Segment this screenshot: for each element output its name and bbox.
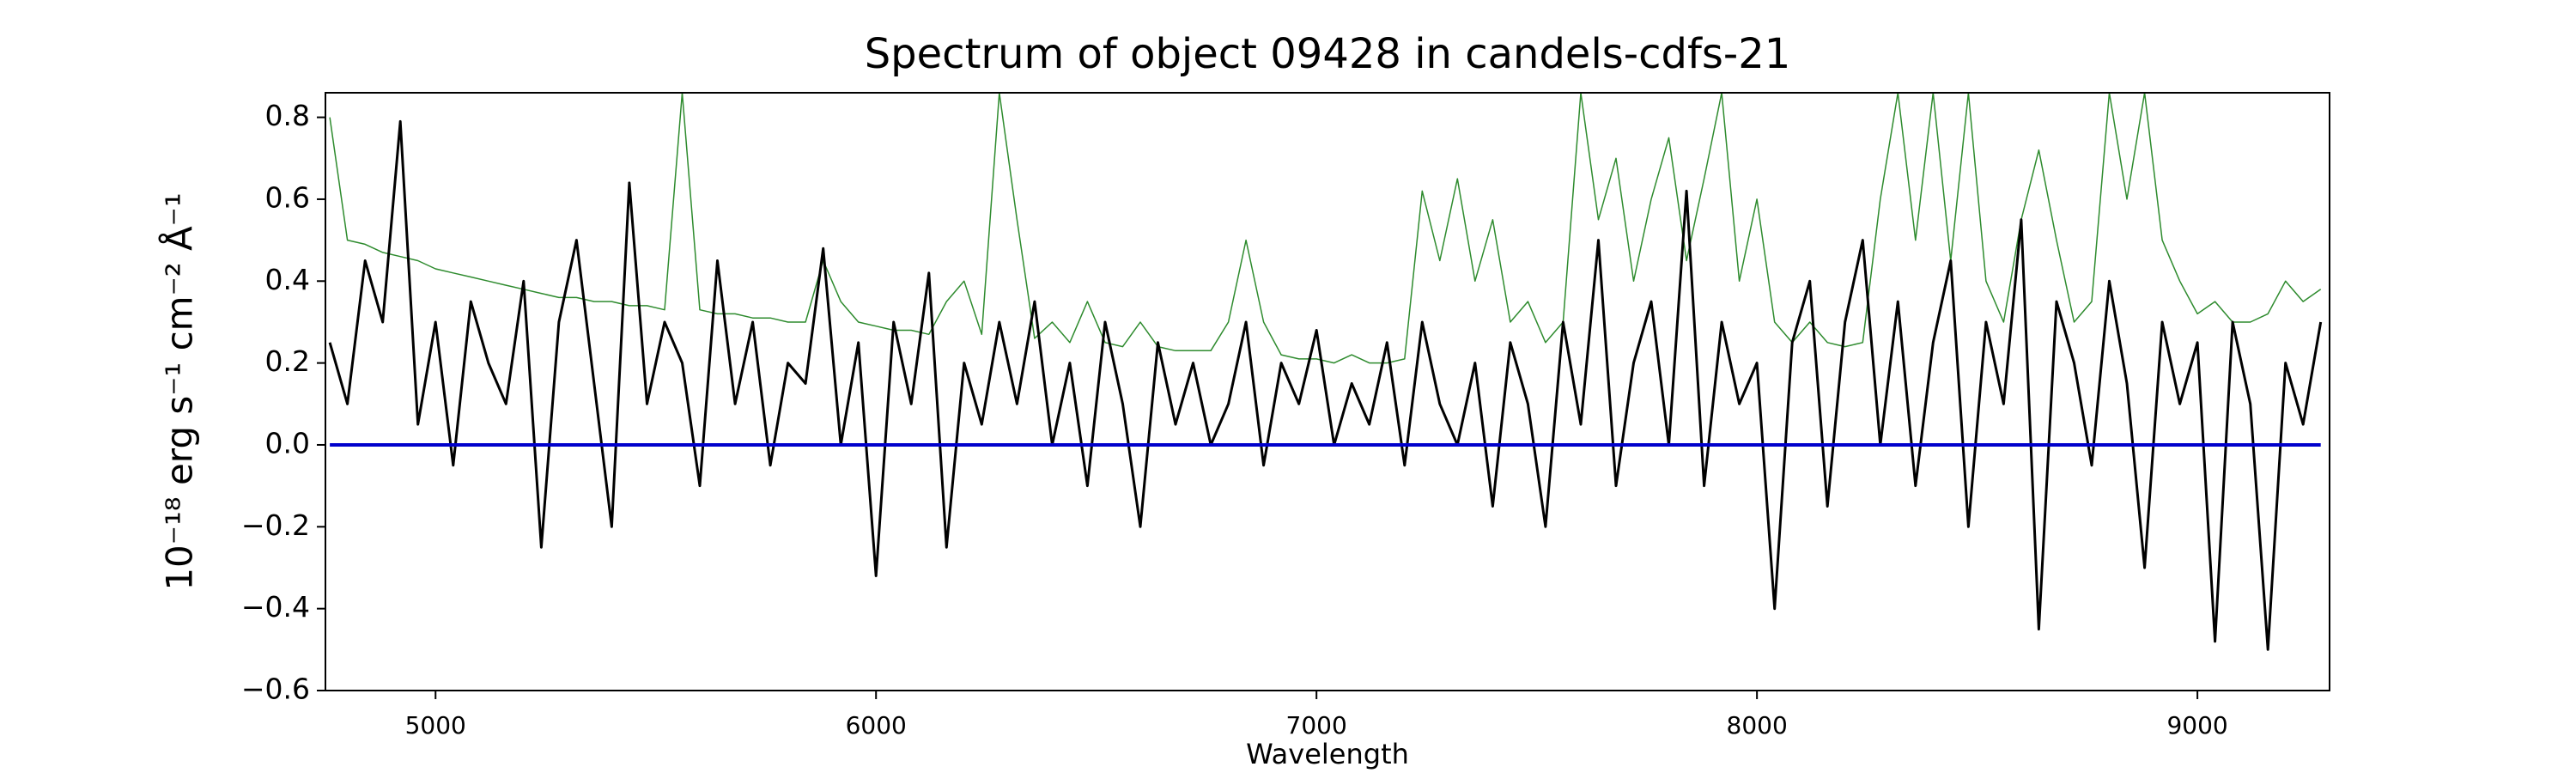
spectrum-line xyxy=(328,119,2323,651)
x-tick-label: 8000 xyxy=(1727,711,1788,740)
x-tick-label: 7000 xyxy=(1286,711,1347,740)
y-tick-label: 0.6 xyxy=(265,180,310,214)
y-tick-label: −0.4 xyxy=(241,590,310,624)
y-tick-label: 0.2 xyxy=(265,344,310,378)
y-tick-label: 0.0 xyxy=(265,426,310,460)
x-tick-label: 6000 xyxy=(846,711,907,740)
y-tick-label: 0.4 xyxy=(265,263,310,296)
y-tick-label: −0.6 xyxy=(241,673,310,706)
y-axis-label: 10⁻¹⁸ erg s⁻¹ cm⁻² Å⁻¹ xyxy=(158,192,201,590)
axes-frame xyxy=(325,92,2330,691)
plot-area xyxy=(328,93,2323,651)
x-axis-label: Wavelength xyxy=(1246,738,1409,770)
y-tick-label: 0.8 xyxy=(265,99,310,132)
x-tick-label: 9000 xyxy=(2166,711,2227,740)
spectrum-line xyxy=(329,93,2322,364)
chart-title: Spectrum of object 09428 in candels-cdfs… xyxy=(865,30,1791,78)
x-tick-label: 5000 xyxy=(405,711,466,740)
y-tick-label: −0.2 xyxy=(241,508,310,542)
